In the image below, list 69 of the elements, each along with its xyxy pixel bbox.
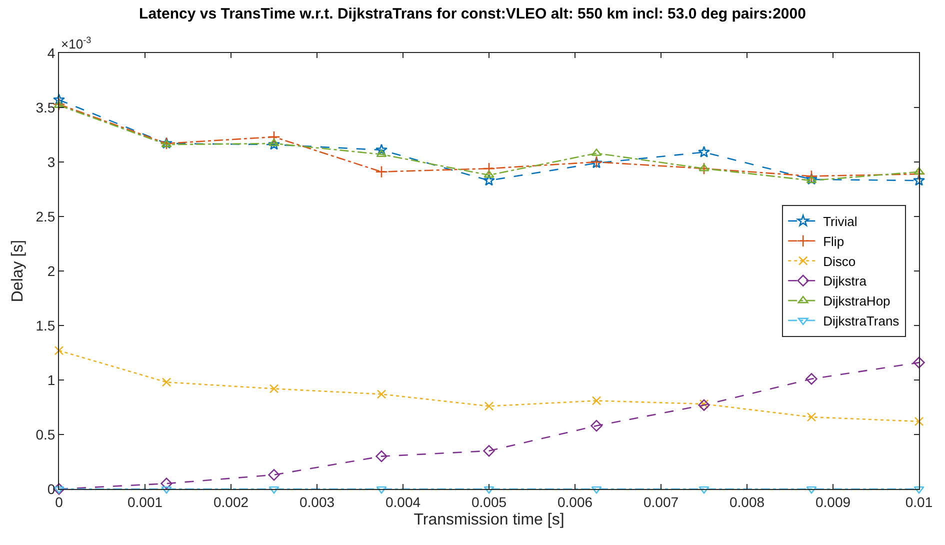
legend-label: Dijkstra xyxy=(823,274,868,289)
x-tick-label: 0.002 xyxy=(213,494,249,510)
point xyxy=(162,378,172,387)
point xyxy=(698,162,710,175)
point xyxy=(482,162,496,175)
x-tick-label: 0.01 xyxy=(905,494,933,510)
x-tick-label: 0.007 xyxy=(643,494,679,510)
y-tick-label: 3 xyxy=(47,154,56,170)
x-tick-label: 0.001 xyxy=(127,494,163,510)
y-tick-label: 0 xyxy=(47,480,56,497)
legend-label: Disco xyxy=(823,254,856,269)
point xyxy=(161,140,172,148)
point xyxy=(53,94,65,106)
point xyxy=(160,478,172,490)
x-tick-label: 0.008 xyxy=(729,494,765,510)
point xyxy=(913,174,925,186)
point xyxy=(268,486,280,494)
legend-label: DijkstraHop xyxy=(823,294,890,309)
y-tick-label: 2.5 xyxy=(36,208,56,224)
point xyxy=(484,486,494,494)
y-tick-label: 2 xyxy=(47,262,56,279)
point xyxy=(805,170,818,182)
point xyxy=(914,486,924,494)
point xyxy=(483,445,495,457)
y-axis-title: Delay [s] xyxy=(10,240,27,302)
x-tick-label: 0.005 xyxy=(471,494,507,510)
point xyxy=(376,486,387,494)
point xyxy=(484,402,494,411)
point xyxy=(376,450,388,462)
point xyxy=(484,170,494,178)
x-axis-title: Transmission time [s] xyxy=(414,512,564,528)
point xyxy=(806,373,818,385)
point xyxy=(806,176,817,184)
point xyxy=(698,486,710,494)
legend-label: DijkstraTrans xyxy=(823,314,900,329)
point xyxy=(376,390,386,399)
point xyxy=(592,396,602,406)
y-tick-label: 1 xyxy=(47,372,56,388)
point xyxy=(268,468,280,481)
point xyxy=(269,384,279,394)
x-tick-label: 0.004 xyxy=(385,494,421,510)
y-tick-label: 4 xyxy=(47,44,56,61)
y-tick-label: 0.5 xyxy=(36,426,56,442)
point xyxy=(54,346,64,356)
point xyxy=(698,164,710,172)
point xyxy=(376,144,388,156)
chart-title: Latency vs TransTime w.r.t. DijkstraTrans for const:VLEO alt: 550 km incl: 53.0 deg pairs:2000 xyxy=(139,6,806,23)
x-tick-label: 0.009 xyxy=(815,494,851,510)
point xyxy=(376,150,387,158)
point xyxy=(161,486,172,494)
x-tick-label: 0.006 xyxy=(557,494,593,510)
legend-label: Trivial xyxy=(823,214,858,230)
point xyxy=(914,416,924,426)
point xyxy=(268,138,280,146)
text: ×10$^{-3}$ xyxy=(61,35,92,52)
point xyxy=(268,138,280,150)
y-tick-label: 3.5 xyxy=(36,99,56,116)
point xyxy=(698,146,710,158)
x-tick-label: 0.003 xyxy=(299,494,335,510)
point xyxy=(268,130,280,144)
point xyxy=(806,412,816,422)
point xyxy=(375,166,388,178)
point xyxy=(591,486,602,494)
y-tick-label: 1.5 xyxy=(36,317,56,334)
legend-label: Flip xyxy=(823,234,844,249)
point xyxy=(913,356,925,368)
point xyxy=(806,486,817,494)
point xyxy=(590,420,602,432)
point xyxy=(483,174,495,186)
